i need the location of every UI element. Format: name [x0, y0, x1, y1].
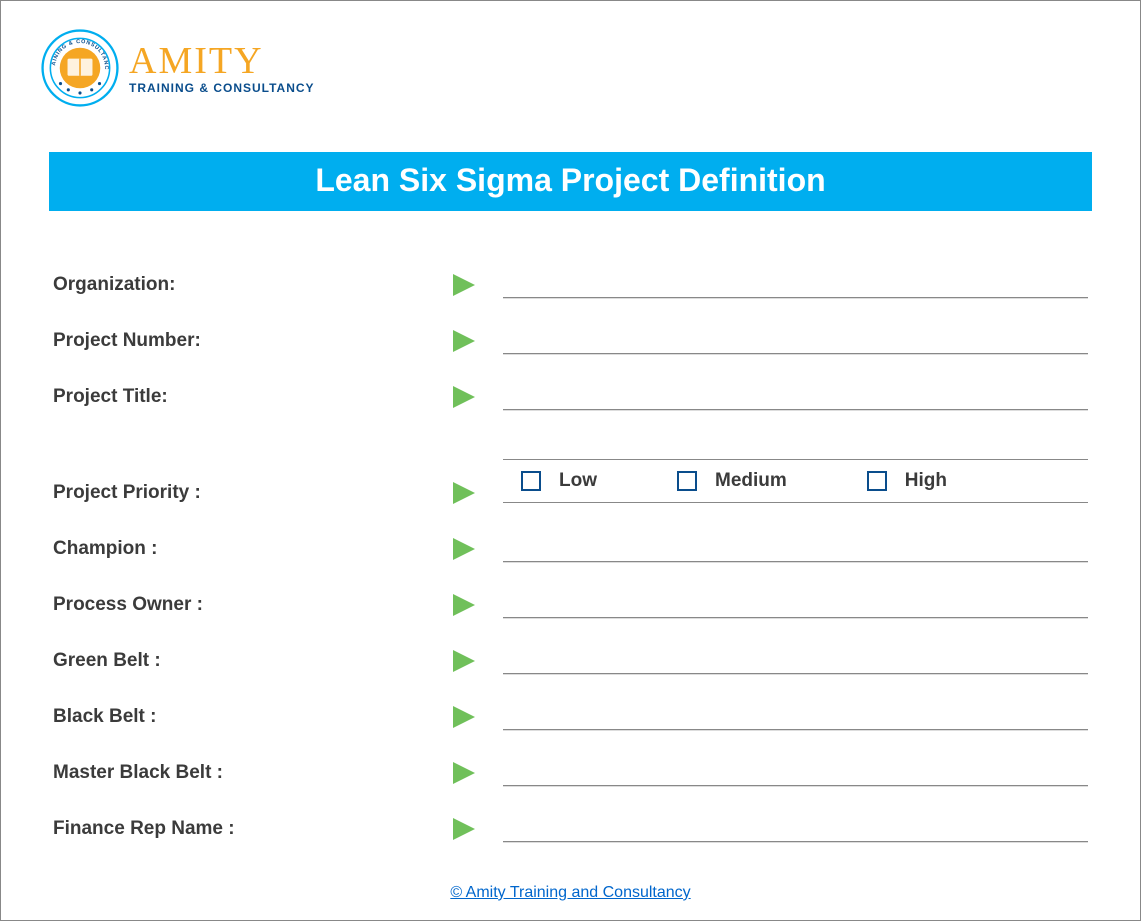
label-process-owner: Process Owner : [53, 594, 453, 616]
row-finance-rep: Finance Rep Name : [53, 815, 1088, 843]
priority-option-medium: Medium [677, 470, 787, 492]
brand-tagline: TRAINING & CONSULTANCY [129, 82, 315, 94]
row-green-belt: Green Belt : [53, 647, 1088, 675]
logo-block: TRAINING & CONSULTANCY AMITY TRAINING & … [41, 29, 1100, 107]
row-project-title: Project Title: [53, 383, 1088, 411]
document-page: TRAINING & CONSULTANCY AMITY TRAINING & … [1, 1, 1140, 920]
checkbox-high[interactable] [867, 471, 887, 491]
row-organization: Organization: [53, 271, 1088, 299]
checkbox-label-high: High [905, 470, 947, 492]
footer: © Amity Training and Consultancy [1, 884, 1140, 902]
input-project-title[interactable] [503, 384, 1088, 410]
row-black-belt: Black Belt : [53, 703, 1088, 731]
arrow-icon [453, 762, 503, 784]
arrow-icon [453, 818, 503, 840]
label-project-title: Project Title: [53, 386, 453, 408]
brand-text: AMITY TRAINING & CONSULTANCY [129, 42, 315, 94]
input-process-owner[interactable] [503, 592, 1088, 618]
input-project-number[interactable] [503, 328, 1088, 354]
arrow-icon [453, 706, 503, 728]
priority-option-high: High [867, 470, 947, 492]
footer-link[interactable]: © Amity Training and Consultancy [450, 884, 690, 901]
brand-seal-icon: TRAINING & CONSULTANCY [41, 29, 119, 107]
input-finance-rep[interactable] [503, 816, 1088, 842]
label-master-black-belt: Master Black Belt : [53, 762, 453, 784]
row-master-black-belt: Master Black Belt : [53, 759, 1088, 787]
arrow-icon [453, 386, 503, 408]
input-green-belt[interactable] [503, 648, 1088, 674]
brand-name: AMITY [129, 42, 315, 80]
priority-option-low: Low [521, 470, 597, 492]
arrow-icon [453, 330, 503, 352]
label-project-number: Project Number: [53, 330, 453, 352]
label-champion: Champion : [53, 538, 453, 560]
label-project-priority: Project Priority : [53, 482, 453, 504]
priority-options: Low Medium High [503, 459, 1088, 503]
arrow-icon [453, 482, 503, 504]
arrow-icon [453, 274, 503, 296]
label-black-belt: Black Belt : [53, 706, 453, 728]
page-title: Lean Six Sigma Project Definition [49, 152, 1092, 211]
row-project-number: Project Number: [53, 327, 1088, 355]
label-organization: Organization: [53, 274, 453, 296]
row-process-owner: Process Owner : [53, 591, 1088, 619]
label-green-belt: Green Belt : [53, 650, 453, 672]
checkbox-low[interactable] [521, 471, 541, 491]
form-area: Organization: Project Number: Project Ti… [41, 271, 1100, 843]
arrow-icon [453, 594, 503, 616]
arrow-icon [453, 650, 503, 672]
input-master-black-belt[interactable] [503, 760, 1088, 786]
label-finance-rep: Finance Rep Name : [53, 818, 453, 840]
row-champion: Champion : [53, 535, 1088, 563]
checkbox-medium[interactable] [677, 471, 697, 491]
input-black-belt[interactable] [503, 704, 1088, 730]
checkbox-label-medium: Medium [715, 470, 787, 492]
row-project-priority: Project Priority : Low Medium High [53, 479, 1088, 507]
input-organization[interactable] [503, 272, 1088, 298]
checkbox-label-low: Low [559, 470, 597, 492]
input-champion[interactable] [503, 536, 1088, 562]
arrow-icon [453, 538, 503, 560]
